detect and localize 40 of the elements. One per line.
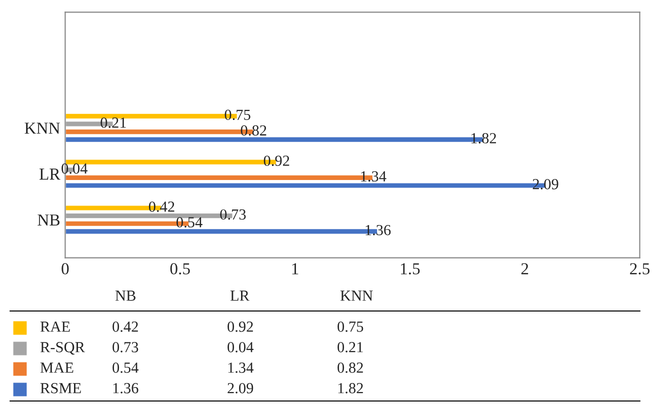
x-tick-label: 1 (292, 263, 298, 274)
data-label: 0.04 (62, 163, 88, 174)
category-label: LR (230, 290, 250, 301)
data-label: 0.92 (264, 156, 290, 166)
text: 2.09 (228, 383, 254, 394)
text: 0.54 (112, 362, 138, 373)
text: 0.21 (338, 342, 363, 352)
category-label: KNN (340, 290, 373, 301)
x-tick-label: 1.5 (400, 263, 420, 274)
data-label: 1.36 (366, 224, 391, 236)
data-label: 1.82 (471, 133, 496, 144)
x-tick-label: 2.5 (630, 263, 650, 274)
category-label: NB (115, 290, 136, 301)
y-tick-label: KNN (24, 122, 60, 134)
text: 0.92 (228, 322, 253, 332)
data-label: 0.54 (176, 217, 202, 228)
text: 0.42 (112, 322, 138, 332)
legend-label: R-SQR (40, 342, 85, 355)
data-label: 0.21 (100, 117, 126, 128)
y-tick-label: LR (40, 168, 60, 180)
text: 1.82 (338, 383, 363, 394)
text: 1.36 (113, 383, 138, 394)
legend-label: RAE (40, 322, 70, 332)
legend-label: MAE (40, 362, 74, 373)
text: 0.73 (112, 342, 138, 352)
text: 0.04 (228, 342, 254, 352)
data-label: 0.42 (148, 202, 174, 212)
text: 0.82 (338, 362, 363, 373)
legend-label: RSME (40, 383, 81, 394)
text: 0.75 (338, 322, 364, 332)
data-label: 1.34 (361, 171, 386, 182)
data-label: 0.73 (220, 209, 246, 220)
x-tick-label: 2 (521, 263, 528, 274)
text: 1.34 (228, 362, 254, 373)
data-label: 0.75 (224, 110, 250, 120)
x-tick-label: 0 (62, 263, 69, 274)
y-tick-label: NB (38, 214, 60, 226)
data-label: 0.82 (240, 125, 266, 136)
data-label: 2.09 (532, 179, 558, 190)
x-tick-label: 0.5 (170, 263, 190, 274)
